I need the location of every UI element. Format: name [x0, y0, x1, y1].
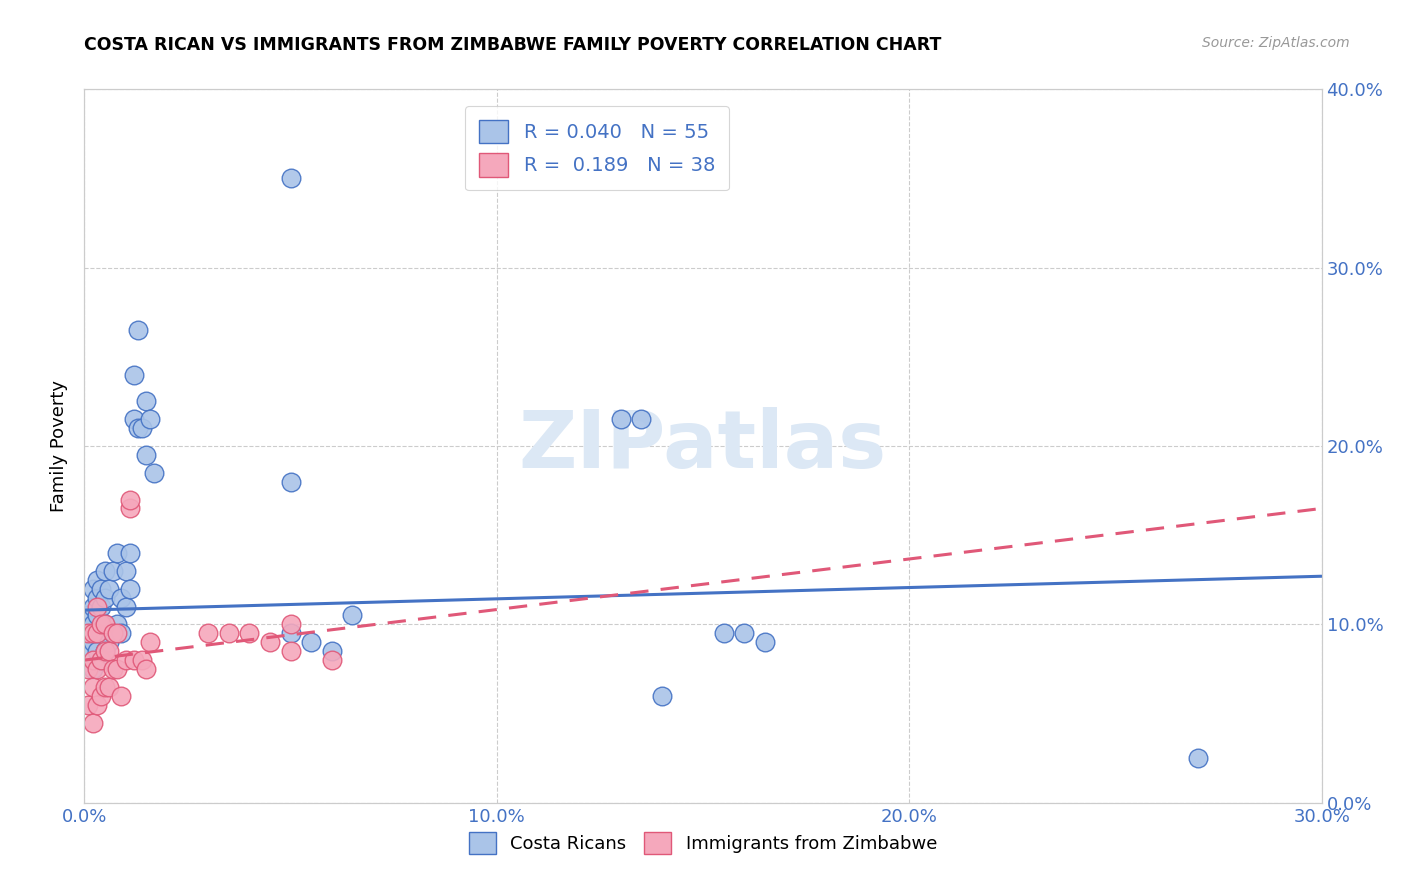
Point — [1187, 751, 1209, 765]
Point — [114, 564, 136, 578]
Point — [77, 662, 100, 676]
Point — [103, 626, 125, 640]
Point — [94, 617, 117, 632]
Point — [139, 635, 162, 649]
Point — [98, 644, 121, 658]
Point — [135, 448, 157, 462]
Point — [110, 591, 132, 605]
Point — [90, 582, 112, 596]
Point — [86, 644, 108, 658]
Point — [82, 635, 104, 649]
Point — [259, 635, 281, 649]
Point — [197, 626, 219, 640]
Point — [86, 599, 108, 614]
Point — [127, 323, 149, 337]
Point — [77, 698, 100, 712]
Point — [135, 394, 157, 409]
Point — [713, 626, 735, 640]
Point — [77, 626, 100, 640]
Point — [82, 680, 104, 694]
Point — [280, 617, 302, 632]
Point — [90, 653, 112, 667]
Text: ZIPatlas: ZIPatlas — [519, 407, 887, 485]
Point — [86, 626, 108, 640]
Text: COSTA RICAN VS IMMIGRANTS FROM ZIMBABWE FAMILY POVERTY CORRELATION CHART: COSTA RICAN VS IMMIGRANTS FROM ZIMBABWE … — [84, 36, 942, 54]
Point — [86, 591, 108, 605]
Point — [98, 635, 121, 649]
Point — [118, 546, 141, 560]
Legend: Costa Ricans, Immigrants from Zimbabwe: Costa Ricans, Immigrants from Zimbabwe — [458, 822, 948, 865]
Point — [94, 591, 117, 605]
Point — [86, 608, 108, 623]
Point — [103, 564, 125, 578]
Point — [82, 617, 104, 632]
Point — [82, 582, 104, 596]
Point — [135, 662, 157, 676]
Point — [110, 626, 132, 640]
Point — [98, 680, 121, 694]
Point — [90, 599, 112, 614]
Point — [280, 171, 302, 186]
Point — [110, 689, 132, 703]
Point — [82, 715, 104, 730]
Point — [90, 653, 112, 667]
Point — [238, 626, 260, 640]
Point — [321, 644, 343, 658]
Point — [321, 653, 343, 667]
Point — [280, 644, 302, 658]
Point — [103, 626, 125, 640]
Point — [98, 582, 121, 596]
Point — [82, 653, 104, 667]
Point — [114, 653, 136, 667]
Point — [86, 626, 108, 640]
Point — [118, 501, 141, 516]
Point — [94, 617, 117, 632]
Point — [651, 689, 673, 703]
Point — [218, 626, 240, 640]
Point — [122, 653, 145, 667]
Y-axis label: Family Poverty: Family Poverty — [51, 380, 69, 512]
Point — [90, 626, 112, 640]
Text: Source: ZipAtlas.com: Source: ZipAtlas.com — [1202, 36, 1350, 50]
Point — [127, 421, 149, 435]
Point — [299, 635, 322, 649]
Point — [280, 626, 302, 640]
Point — [90, 689, 112, 703]
Point — [77, 644, 100, 658]
Point — [77, 608, 100, 623]
Point — [609, 412, 631, 426]
Point — [122, 368, 145, 382]
Point — [82, 626, 104, 640]
Point — [86, 573, 108, 587]
Point — [122, 412, 145, 426]
Point — [105, 626, 128, 640]
Point — [94, 680, 117, 694]
Point — [143, 466, 166, 480]
Point — [105, 617, 128, 632]
Point — [342, 608, 364, 623]
Point — [280, 475, 302, 489]
Point — [131, 421, 153, 435]
Point — [131, 653, 153, 667]
Point — [94, 644, 117, 658]
Point — [105, 662, 128, 676]
Point — [86, 698, 108, 712]
Point — [114, 599, 136, 614]
Point — [103, 662, 125, 676]
Point — [82, 599, 104, 614]
Point — [105, 546, 128, 560]
Point — [94, 644, 117, 658]
Point — [77, 626, 100, 640]
Point — [733, 626, 755, 640]
Point — [139, 412, 162, 426]
Point — [94, 564, 117, 578]
Point — [118, 582, 141, 596]
Point — [82, 662, 104, 676]
Point — [630, 412, 652, 426]
Point — [86, 662, 108, 676]
Point — [754, 635, 776, 649]
Point — [118, 492, 141, 507]
Point — [90, 617, 112, 632]
